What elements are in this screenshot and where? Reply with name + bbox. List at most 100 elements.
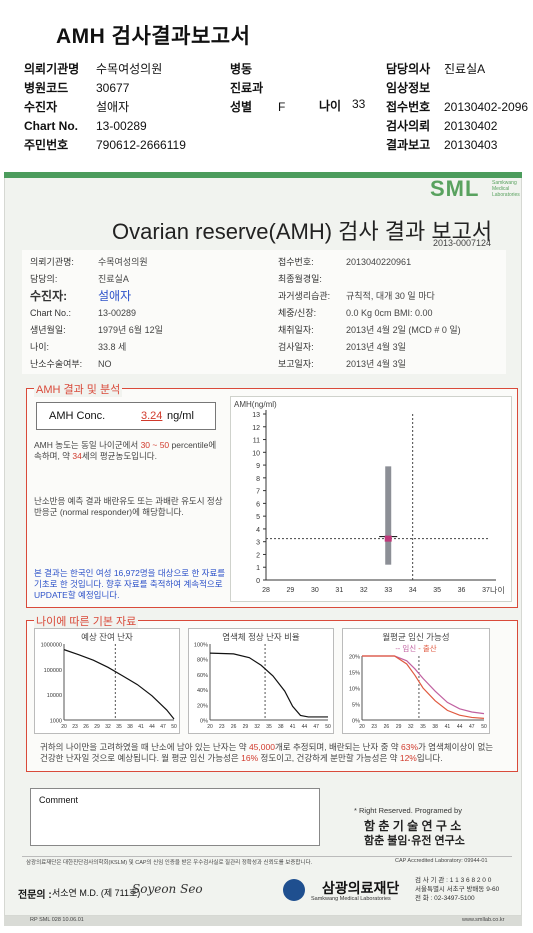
amh-x-tick-label: 32 xyxy=(360,587,368,594)
header-right-field-label: 임상정보 xyxy=(386,81,431,95)
chart-x-tick-label: 23 xyxy=(219,724,225,730)
header-field-value: 수목여성의원 xyxy=(96,62,163,76)
legend-pregnancy: -- 임신 xyxy=(395,644,417,653)
specialist-name: 서소연 M.D. (제 711호) xyxy=(52,888,141,898)
chart-x-tick-label: 26 xyxy=(384,724,390,730)
patient-info-row: 나이: 33.8 세 xyxy=(30,338,260,355)
chart-x-tick-label: 29 xyxy=(243,724,249,730)
amh-y-tick-label: 1 xyxy=(256,565,260,572)
header-right-field-label: 검사의뢰 xyxy=(386,119,431,133)
patient-info-value: 설애자 xyxy=(98,289,132,303)
amh-x-tick-label: 35 xyxy=(433,587,441,594)
sample-info-value: 2013년 4월 3일 xyxy=(346,342,406,352)
patient-info-label: 의뢰기관명: xyxy=(30,257,74,267)
header-field-label: Chart No. xyxy=(24,118,78,133)
chart-x-tick-label: 20 xyxy=(359,724,365,730)
foundation-name: 삼광의료재단 xyxy=(322,880,400,896)
remaining-eggs-panel: 예상 잔여 난자 xyxy=(34,628,180,734)
comment-label: Comment xyxy=(39,795,79,805)
chart-x-tick-label: 26 xyxy=(231,724,237,730)
amh-data-note: 본 결과는 한국인 여성 16,972명을 대상으로 한 자료를 기초로 한 것… xyxy=(34,568,226,600)
rights-text: * Right Reserved. Programed by xyxy=(354,806,462,815)
report-top-band xyxy=(4,172,522,178)
chart-y-tick-label: 1000000 xyxy=(41,643,62,649)
chart-y-tick-label: 0% xyxy=(352,719,360,725)
patient-info-label: 담당의: xyxy=(30,274,58,284)
header-field-value: 30677 xyxy=(96,80,130,95)
chart-x-tick-label: 32 xyxy=(408,724,414,730)
patient-info-value: 13-00289 xyxy=(98,307,137,318)
patient-info-left: 의뢰기관명: 수목여성의원 담당의: 진료실A 수진자: 설애자 Chart No.: 13-… xyxy=(30,253,260,372)
foundation-sub: Samkwang Medical Laboratories xyxy=(311,896,391,902)
header-field-value: 13-00289 xyxy=(96,118,147,133)
sample-info-label: 채취일자: xyxy=(278,325,314,335)
chart-x-tick-label: 44 xyxy=(457,724,463,730)
amh-y-tick-label: 3 xyxy=(256,540,260,547)
normal-pct: 63% xyxy=(400,742,418,752)
chart-y-tick-label: 5% xyxy=(352,703,360,709)
header-field-value: 790612-2666119 xyxy=(96,137,186,152)
basic-data-title: 나이에 따른 기본 자료 xyxy=(34,613,139,629)
header-right-field-label: 접수번호 xyxy=(386,100,431,114)
age-value: 33 xyxy=(352,97,366,111)
contact-license: 검 사 기 관 : 1 1 3 6 8 2 0 0 xyxy=(415,877,492,884)
header-field-label: 수진자 xyxy=(24,100,58,114)
chart-x-tick-label: 44 xyxy=(302,724,308,730)
chart-x-tick-label: 32 xyxy=(254,724,260,730)
header-right-field-label: 담당의사 xyxy=(386,62,431,76)
chart-y-tick-label: 10% xyxy=(349,687,360,693)
patient-info-label: 수진자: xyxy=(30,289,68,303)
signature: Soyeon Seo xyxy=(132,882,203,896)
patient-info-row: 의뢰기관명: 수목여성의원 xyxy=(30,253,260,270)
header-field-label: 의뢰기관명 xyxy=(24,62,80,76)
header-mid-field-label: 진료과 xyxy=(230,81,264,95)
header-mid-field-label: 성별 xyxy=(230,100,253,114)
chart-y-tick-label: 10000 xyxy=(47,693,62,699)
equivalent-age: 34 xyxy=(72,451,82,461)
amh-y-tick-label: 13 xyxy=(252,412,260,419)
report-title: Ovarian reserve(AMH) 검사 결과 보고서 xyxy=(112,219,493,244)
patient-info-row: 수진자: 설애자 xyxy=(30,287,260,304)
chart-y-tick-label: 100000 xyxy=(44,668,62,674)
age-label: 나이 xyxy=(319,99,342,113)
contact-address: 서울특별시 서초구 방배동 9-60 xyxy=(415,886,500,893)
header-mid-field-label: 병동 xyxy=(230,62,253,76)
header-mid-field-row: 진료과 xyxy=(230,78,380,97)
chart-series-line xyxy=(362,655,485,715)
amh-x-tick-label: 37 xyxy=(482,587,490,594)
chart-series-line xyxy=(362,655,485,719)
chart-x-tick-label: 47 xyxy=(160,724,166,730)
sample-info-value: 2013년 4월 3일 xyxy=(346,359,406,369)
header-field-row: 수진자 설애자 xyxy=(24,97,234,116)
chart-x-tick-label: 35 xyxy=(420,724,426,730)
patient-info-row: 담당의: 진료실A xyxy=(30,270,260,287)
header-right-field-row: 접수번호 20130402-2096 xyxy=(386,97,531,116)
amh-patient-point xyxy=(384,535,392,542)
org-name-1: 함 춘 기 술 연 구 소 xyxy=(364,819,462,833)
birth-pct: 12% xyxy=(399,753,417,763)
header-left-fields: 의뢰기관명 수목여성의원 병원코드 30677 수진자 설애자 Chart No. 13-00… xyxy=(24,59,234,154)
chart-x-tick-label: 41 xyxy=(138,724,144,730)
chart-x-tick-label: 41 xyxy=(445,724,451,730)
chart-x-tick-label: 20 xyxy=(207,724,213,730)
pregnancy-legend: -- 임신 - 출산 xyxy=(343,643,489,654)
patient-info-right: 접수번호: 2013040220961 최종월경일: 과거생리습관: 규칙적, 대개 3… xyxy=(278,253,508,372)
header-field-value: 설애자 xyxy=(96,100,130,114)
header-field-row: 의뢰기관명 수목여성의원 xyxy=(24,59,234,78)
header-right-field-value: 20130402 xyxy=(444,118,498,133)
chart-x-tick-label: 50 xyxy=(325,724,331,730)
patient-info-row: Chart No.: 13-00289 xyxy=(30,304,260,321)
remaining-eggs-title: 예상 잔여 난자 xyxy=(81,632,133,642)
header-right-field-row: 임상정보 xyxy=(386,78,531,97)
amh-x-tick-label: 29 xyxy=(287,587,295,594)
amh-x-tick-label: 28 xyxy=(262,587,270,594)
header-field-label: 주민번호 xyxy=(24,138,69,152)
sample-info-row: 체중/신장: 0.0 Kg 0cm BMI: 0.00 xyxy=(278,304,508,321)
header-field-row: 주민번호 790612-2666119 xyxy=(24,135,234,154)
percentile-range: 30 ~ 50 xyxy=(140,440,170,450)
chart-x-tick-label: 50 xyxy=(171,724,177,730)
pregnancy-pct: 16% xyxy=(241,753,259,763)
accreditation-note: 삼광의료재단은 대한진단검사의학회(KSLM) 및 CAP의 신임 인증을 받은… xyxy=(26,860,313,866)
amh-range-bar xyxy=(385,466,392,565)
amh-y-tick-label: 9 xyxy=(256,463,260,470)
